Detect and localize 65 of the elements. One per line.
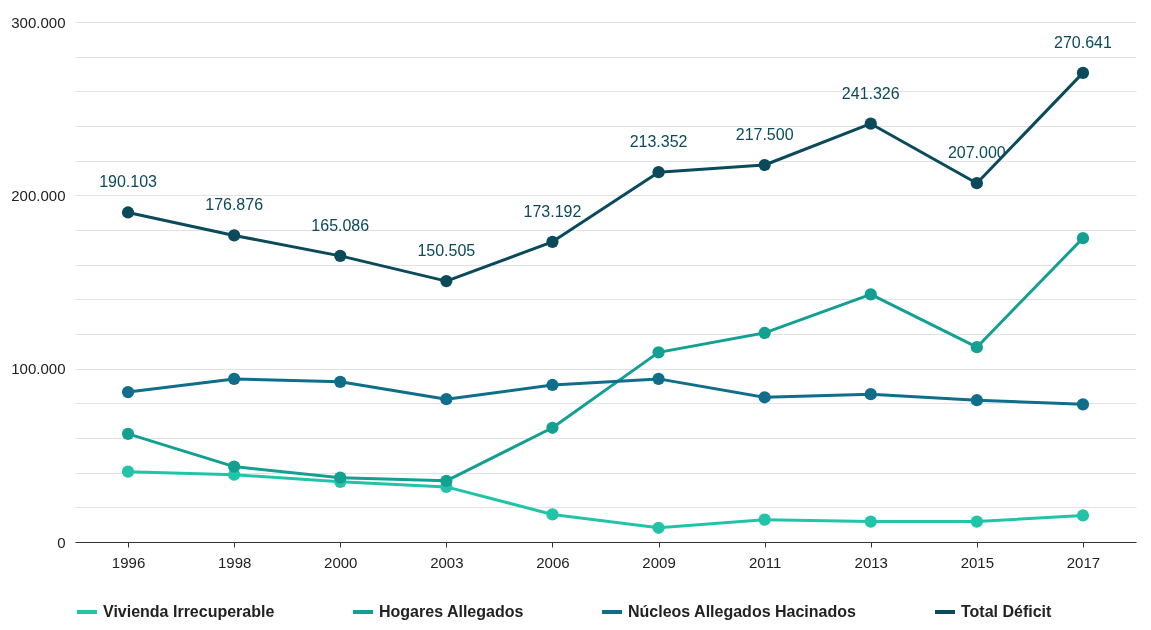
y-tick-label: 100.000 xyxy=(11,360,66,378)
data-label: 207.000 xyxy=(947,144,1006,162)
y-tick-label: 200.000 xyxy=(11,186,66,204)
point xyxy=(652,346,665,359)
point xyxy=(546,508,559,521)
legend-label: Vivienda Irrecuperable xyxy=(103,603,275,620)
x-tick-label: 2009 xyxy=(642,553,676,571)
data-label: 217.500 xyxy=(735,126,794,143)
point xyxy=(864,515,877,528)
legend-label: Hogares Allegados xyxy=(379,603,524,620)
point xyxy=(970,341,983,354)
point xyxy=(121,385,135,399)
point xyxy=(334,375,347,388)
data-label: 241.326 xyxy=(841,84,900,102)
point xyxy=(758,513,771,526)
point xyxy=(228,229,241,242)
data-label: 173.192 xyxy=(523,202,582,220)
point xyxy=(440,275,453,288)
point xyxy=(970,515,983,528)
point xyxy=(1076,232,1090,245)
point xyxy=(121,427,135,440)
x-tick-label: 2013 xyxy=(854,553,888,571)
y-tick-label: 0 xyxy=(57,533,66,551)
point xyxy=(228,460,241,473)
point xyxy=(1076,66,1090,79)
point xyxy=(440,474,453,487)
x-tick-label: 2003 xyxy=(430,553,464,571)
point xyxy=(228,372,241,386)
point xyxy=(1076,398,1090,411)
point xyxy=(758,158,771,172)
point xyxy=(758,391,771,404)
point xyxy=(864,117,877,130)
point xyxy=(440,393,453,406)
point xyxy=(334,249,347,262)
point xyxy=(121,206,135,219)
data-label: 150.505 xyxy=(417,242,476,260)
point xyxy=(758,326,771,340)
data-label: 190.103 xyxy=(99,173,158,191)
point xyxy=(334,471,347,484)
data-label: 176.876 xyxy=(205,196,264,214)
point xyxy=(970,177,983,190)
point xyxy=(546,378,559,392)
point xyxy=(546,235,559,248)
x-tick-label: 2017 xyxy=(1066,553,1101,571)
data-label: 165.086 xyxy=(311,216,370,234)
point xyxy=(121,465,135,478)
x-tick-label: 2000 xyxy=(324,553,358,571)
point xyxy=(546,421,559,434)
legend-label: Núcleos Allegados Hacinados xyxy=(628,603,857,620)
x-tick-label: 1996 xyxy=(111,553,146,571)
point xyxy=(652,166,665,179)
x-tick-label: 1998 xyxy=(217,553,252,571)
point xyxy=(864,388,877,401)
y-tick-label: 300.000 xyxy=(11,13,66,31)
legend-label: Total Déficit xyxy=(961,603,1053,620)
point xyxy=(864,288,877,301)
x-tick-label: 2011 xyxy=(749,553,782,571)
x-tick-label: 2006 xyxy=(536,553,570,571)
point xyxy=(652,521,665,534)
point xyxy=(652,372,665,386)
data-label: 270.641 xyxy=(1054,33,1112,51)
point xyxy=(1076,509,1090,522)
point xyxy=(970,394,983,407)
data-label: 213.352 xyxy=(629,133,688,151)
x-tick-label: 2015 xyxy=(960,553,995,571)
